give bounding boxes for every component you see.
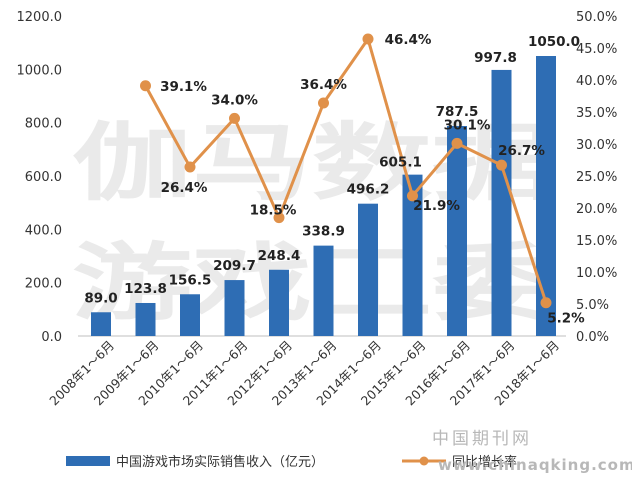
legend-line-label: 同比增长率 [452,454,517,470]
legend-line-marker [419,456,429,466]
axes: 0.0 200.0 400.0 600.0 800.0 1000.0 1200.0 0.0% 5… [17,10,618,345]
bar [313,245,334,336]
line-marker [140,80,151,92]
y-left-tick-label: 200.0 [25,277,62,292]
bar-series [91,56,556,337]
growth-line [144,37,548,304]
y-right-tick-label: 50.0% [576,10,617,25]
bar [491,69,512,337]
bar-value-label: 248.4 [258,248,301,264]
line-marker [451,137,463,149]
line-marker [362,33,374,45]
bar [447,126,467,336]
line-value-label: 26.4% [161,180,208,196]
bar [269,269,289,336]
line-marker [273,212,285,224]
line-marker [496,159,507,171]
bar [536,56,556,336]
y-left-tick-label: 600.0 [25,170,62,185]
bar [224,280,245,336]
bar-value-label: 209.7 [213,258,256,274]
y-right-tick-label: 45.0% [576,42,617,57]
y-right-tick-label: 10.0% [576,266,617,281]
bar-value-label: 787.5 [436,104,479,120]
bar [91,312,111,336]
y-left-tick-label: 0.0 [41,330,62,345]
y-right-tick-label: 30.0% [576,138,617,153]
line-value-label: 21.9% [413,198,460,214]
line-value-label: 30.1% [444,117,491,133]
bar-value-label: 338.9 [302,224,345,240]
bar [180,294,200,336]
y-right-tick-label: 25.0% [576,170,617,185]
y-left-tick-label: 400.0 [25,223,62,238]
y-left-tick-label: 1000.0 [17,63,63,78]
y-right-tick-label: 5.0% [576,298,609,313]
line-marker [407,190,418,202]
bar-value-label: 496.2 [347,182,390,198]
bar-value-label: 123.8 [124,281,167,297]
bar-value-label: 156.5 [169,272,212,288]
y-right-tick-label: 40.0% [576,74,617,89]
y-left-tick-label: 1200.0 [17,10,63,25]
line-value-label: 34.0% [211,92,258,108]
bar [402,174,423,336]
legend-bar-label: 中国游戏市场实际销售收入（亿元） [116,454,324,470]
watermark-site-url: www.chinaqking.com [438,456,632,474]
bar-value-label: 997.8 [474,50,517,66]
line-marker [318,97,329,109]
y-right-tick-label: 20.0% [576,202,617,217]
line-value-label: 46.4% [385,32,432,48]
x-axis-categories: 2008年1～6月2009年1～6月2010年1～6月2011年1～6月2012… [46,338,562,409]
bar-value-label: 89.0 [84,290,117,306]
line-value-label: 5.2% [547,311,585,327]
y-right-tick-label: 35.0% [576,106,617,121]
line-series [140,33,552,309]
line-marker [229,112,240,124]
line-value-label: 36.4% [300,77,347,93]
watermark-site-cn: 中国期刊网 [432,429,532,449]
line-value-label: 18.5% [250,203,297,219]
bar-value-label: 605.1 [379,155,422,171]
legend-bar-swatch [66,456,110,466]
bar [135,302,156,336]
y-left-tick-label: 800.0 [25,117,62,132]
line-value-label: 26.7% [498,143,545,159]
legend: 中国游戏市场实际销售收入（亿元） 同比增长率 [66,454,517,470]
line-marker [540,297,552,309]
line-value-label: 39.1% [160,79,207,95]
bar-value-label: 1050.0 [528,34,580,50]
y-right-tick-label: 15.0% [576,234,617,249]
site-watermark: 中国期刊网 www.chinaqking.com [432,429,632,474]
y-right-tick-label: 0.0% [576,330,609,345]
bar [358,203,378,336]
line-marker [184,161,196,173]
